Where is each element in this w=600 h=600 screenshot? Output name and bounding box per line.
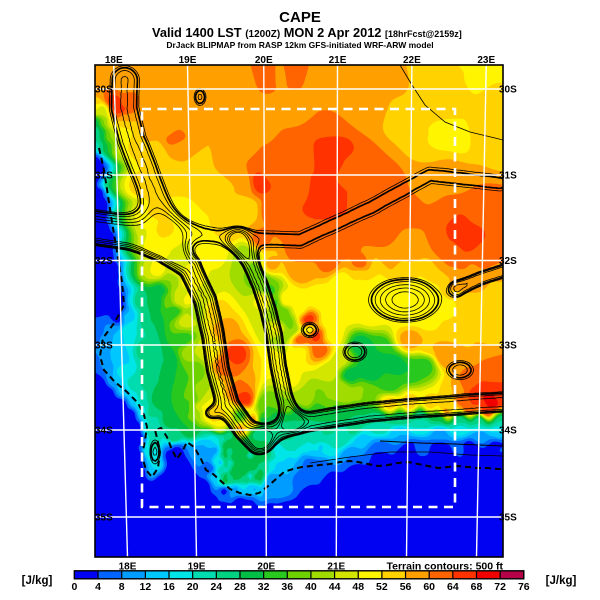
svg-text:44: 44 — [329, 581, 341, 593]
svg-text:22E: 22E — [403, 55, 421, 66]
svg-text:16: 16 — [163, 581, 175, 593]
svg-text:8: 8 — [119, 581, 125, 593]
svg-text:30S: 30S — [499, 85, 517, 96]
svg-text:34S: 34S — [95, 426, 113, 437]
svg-text:20E: 20E — [255, 55, 273, 66]
svg-text:33S: 33S — [499, 341, 517, 352]
svg-text:Terrain contours: 500 ft: Terrain contours: 500 ft — [387, 561, 504, 573]
svg-text:72: 72 — [494, 581, 506, 593]
svg-text:34S: 34S — [499, 426, 517, 437]
svg-text:19E: 19E — [188, 562, 206, 573]
svg-text:36: 36 — [281, 581, 293, 593]
svg-text:20: 20 — [187, 581, 199, 593]
svg-text:35S: 35S — [499, 513, 517, 524]
svg-text:0: 0 — [71, 581, 77, 593]
svg-text:33S: 33S — [95, 341, 113, 352]
svg-text:35S: 35S — [95, 513, 113, 524]
svg-text:23E: 23E — [477, 55, 495, 66]
svg-text:18E: 18E — [119, 562, 137, 573]
svg-text:32S: 32S — [499, 256, 517, 267]
svg-text:18E: 18E — [105, 55, 123, 66]
svg-text:[J/kg]: [J/kg] — [22, 575, 53, 587]
svg-text:20E: 20E — [257, 562, 275, 573]
svg-text:32S: 32S — [95, 256, 113, 267]
svg-text:76: 76 — [518, 581, 530, 593]
svg-text:DrJack BLIPMAP from RASP 12km: DrJack BLIPMAP from RASP 12km GFS-initia… — [166, 40, 433, 50]
svg-text:32: 32 — [258, 581, 270, 593]
svg-text:CAPE: CAPE — [279, 9, 321, 26]
svg-text:60: 60 — [423, 581, 435, 593]
svg-text:31S: 31S — [95, 171, 113, 182]
svg-text:56: 56 — [400, 581, 412, 593]
svg-text:48: 48 — [352, 581, 364, 593]
svg-text:30S: 30S — [95, 85, 113, 96]
svg-text:21E: 21E — [327, 562, 345, 573]
svg-text:19E: 19E — [179, 55, 197, 66]
svg-text:Valid 1400 LST (1200Z) MON 2 A: Valid 1400 LST (1200Z) MON 2 Apr 2012 [1… — [152, 25, 462, 40]
svg-text:40: 40 — [305, 581, 317, 593]
svg-text:21E: 21E — [329, 55, 347, 66]
svg-text:4: 4 — [95, 581, 101, 593]
svg-text:28: 28 — [234, 581, 246, 593]
svg-text:24: 24 — [210, 581, 222, 593]
svg-text:52: 52 — [376, 581, 388, 593]
svg-text:64: 64 — [447, 581, 459, 593]
svg-text:68: 68 — [471, 581, 483, 593]
svg-text:[J/kg]: [J/kg] — [546, 575, 577, 587]
svg-text:31S: 31S — [499, 171, 517, 182]
svg-text:12: 12 — [140, 581, 152, 593]
